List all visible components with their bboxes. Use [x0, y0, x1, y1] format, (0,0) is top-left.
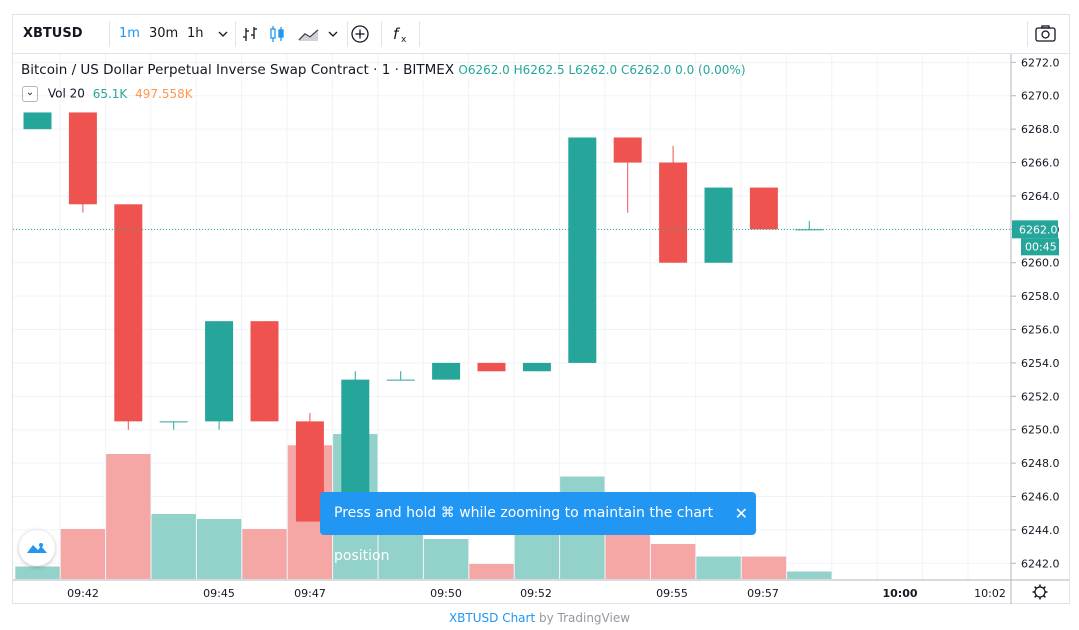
candle-style-icon[interactable] [266, 23, 288, 45]
svg-text:f: f [393, 25, 401, 43]
legend-title: Bitcoin / US Dollar Perpetual Inverse Sw… [21, 62, 455, 78]
vol-value-1: 65.1K [92, 86, 128, 101]
svg-text:x: x [401, 35, 407, 45]
interval-1m[interactable]: 1m [119, 26, 140, 41]
indicators-fx-icon[interactable]: f x [389, 23, 411, 45]
tradingview-logo-icon[interactable] [19, 530, 55, 566]
chart-footer: XBTUSD Chart by TradingView [0, 611, 1079, 625]
chevron-down-icon[interactable] [322, 23, 344, 45]
toolbar-divider [419, 21, 420, 47]
footer-link[interactable]: XBTUSD Chart [448, 611, 536, 625]
toolbar-divider [1027, 21, 1028, 47]
toolbar-divider [381, 21, 382, 47]
compare-plus-icon[interactable] [349, 23, 371, 45]
chart-legend: Bitcoin / US Dollar Perpetual Inverse Sw… [21, 62, 746, 78]
interval-30m[interactable]: 30m [149, 26, 179, 41]
toolbar-divider [347, 21, 348, 47]
vol-value-2: 497.558K [135, 86, 193, 101]
interval-1h[interactable]: 1h [187, 26, 204, 41]
area-style-icon[interactable] [296, 23, 319, 45]
toolbar-divider [235, 21, 236, 47]
tooltip-text: Press and hold ⌘ while zooming to mainta… [334, 505, 714, 564]
bar-style-icon[interactable] [239, 23, 261, 45]
close-icon[interactable]: ✕ [734, 504, 748, 523]
legend-ohlc: O6262.0 H6262.5 L6262.0 C6262.0 0.0 (0.0… [458, 63, 746, 77]
zoom-hint-tooltip: Press and hold ⌘ while zooming to mainta… [320, 492, 756, 564]
footer-by-text: by TradingView [535, 611, 631, 625]
camera-snapshot-icon[interactable] [1034, 23, 1056, 45]
vol-label: Vol 20 [47, 86, 85, 101]
volume-legend: ⌄ Vol 20 65.1K 497.558K [22, 86, 193, 102]
collapse-chevron-icon[interactable]: ⌄ [22, 86, 38, 102]
toolbar-divider [109, 21, 110, 47]
top-toolbar: XBTUSD 1m 30m 1h f x [13, 15, 1069, 54]
chart-frame [12, 14, 1070, 604]
symbol-label[interactable]: XBTUSD [23, 26, 83, 41]
chevron-down-icon[interactable] [212, 23, 234, 45]
